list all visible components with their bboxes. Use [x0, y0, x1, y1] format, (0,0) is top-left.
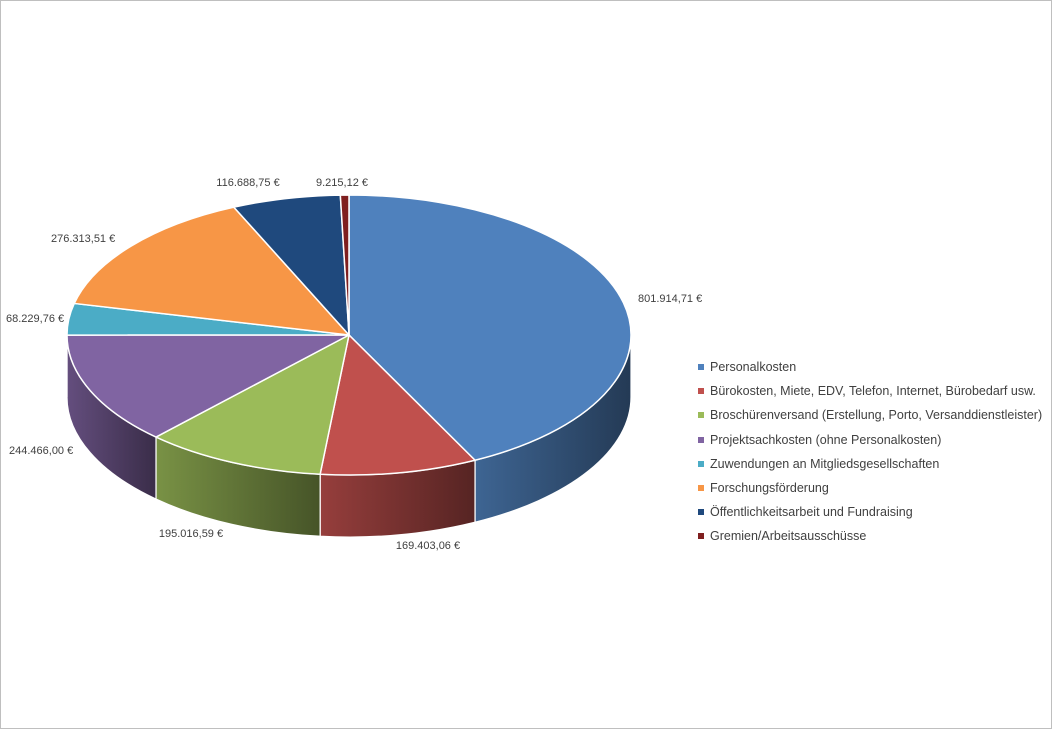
- legend-label: Gremien/Arbeitsausschüsse: [710, 529, 867, 544]
- legend: Personalkosten Bürokosten, Miete, EDV, Te…: [698, 355, 1042, 549]
- legend-swatch: [698, 485, 704, 492]
- legend-label: Zuwendungen an Mitgliedsgesellschaften: [710, 456, 940, 471]
- legend-label: Broschürenversand (Erstellung, Porto, Ve…: [710, 408, 1043, 423]
- legend-swatch: [698, 412, 704, 419]
- legend-swatch: [698, 460, 704, 467]
- pie-slice: [66, 334, 350, 438]
- data-label: 169.403,06 €: [396, 540, 460, 552]
- legend-swatch: [698, 388, 704, 395]
- data-label: 244.466,00 €: [9, 445, 73, 457]
- legend-item: Projektsachkosten (ohne Personalkosten): [698, 428, 1042, 452]
- legend-swatch: [698, 533, 704, 540]
- legend-item: Öffentlichkeitsarbeit und Fundraising: [698, 500, 1042, 524]
- legend-label: Bürokosten, Miete, EDV, Telefon, Interne…: [710, 384, 1036, 399]
- pie-slice: [348, 194, 632, 461]
- legend-label: Öffentlichkeitsarbeit und Fundraising: [710, 505, 913, 520]
- legend-swatch: [698, 364, 704, 371]
- data-label: 9.215,12 €: [316, 177, 368, 189]
- legend-swatch: [698, 436, 704, 443]
- legend-label: Projektsachkosten (ohne Personalkosten): [710, 432, 942, 447]
- pie-slice: [73, 206, 350, 336]
- pie-slice: [339, 194, 350, 336]
- legend-item: Gremien/Arbeitsausschüsse: [698, 524, 1042, 548]
- data-label: 116.688,75 €: [216, 177, 279, 189]
- legend-item: Zuwendungen an Mitgliedsgesellschaften: [698, 452, 1042, 476]
- data-label: 195.016,59 €: [159, 528, 223, 540]
- legend-item: Bürokosten, Miete, EDV, Telefon, Interne…: [698, 379, 1042, 403]
- pie-slice: [155, 334, 350, 476]
- legend-item: Forschungsförderung: [698, 476, 1042, 500]
- data-label: 68.229,76 €: [6, 313, 64, 325]
- data-label: 801.914,71 €: [638, 293, 702, 305]
- legend-label: Forschungsförderung: [710, 481, 829, 496]
- pie-slice: [319, 334, 476, 476]
- legend-label: Personalkosten: [710, 360, 797, 375]
- legend-item: Personalkosten: [698, 355, 1042, 379]
- data-label: 276.313,51 €: [51, 233, 115, 245]
- legend-item: Broschürenversand (Erstellung, Porto, Ve…: [698, 403, 1042, 427]
- legend-swatch: [698, 509, 704, 516]
